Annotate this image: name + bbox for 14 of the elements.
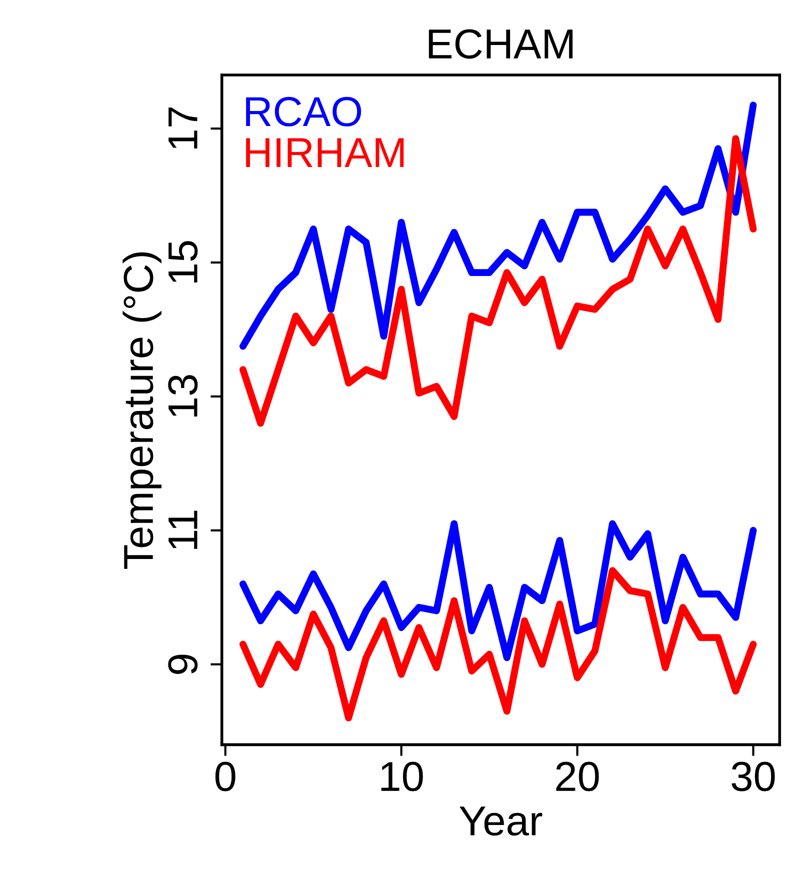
text: HIRHAM: [246, 138, 404, 167]
x-tick-label: 20: [556, 762, 599, 792]
x-tick-label: 10: [381, 762, 423, 792]
y-tick-label: 9: [168, 654, 198, 674]
x-axis-title: Year: [460, 806, 542, 836]
y-tick-label: 13: [168, 375, 198, 416]
y-axis-title: Temperature (°C): [122, 252, 162, 569]
chart-title: ECHAM: [428, 29, 573, 59]
x-tick-label: 0: [215, 762, 236, 792]
y-tick-label: 11: [168, 510, 198, 549]
y-tick-label: 15: [168, 241, 198, 282]
x-tick-label: 30: [732, 762, 775, 792]
text: RCAO: [246, 96, 362, 126]
y-tick-label: 17: [168, 107, 198, 149]
